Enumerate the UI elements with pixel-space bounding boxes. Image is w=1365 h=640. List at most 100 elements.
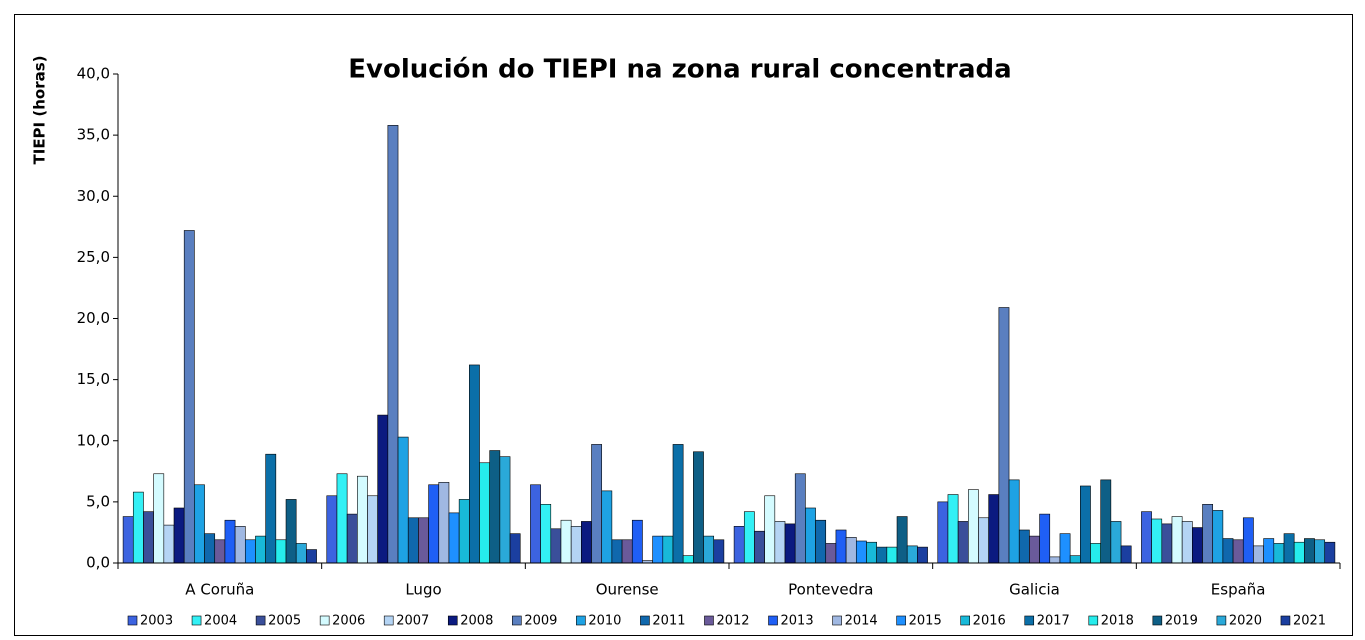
bar — [855, 540, 867, 564]
bar — [1090, 543, 1101, 564]
y-tick-label: 30,0 — [77, 187, 110, 205]
legend-label: 2005 — [268, 614, 301, 629]
bar — [357, 475, 368, 564]
bar — [896, 516, 908, 564]
bar — [998, 307, 1010, 564]
x-tick-label: España — [1211, 581, 1266, 599]
bar — [1120, 545, 1132, 564]
bar — [244, 539, 256, 564]
bar — [937, 501, 949, 564]
bar — [234, 526, 246, 564]
y-tick-label: 35,0 — [77, 126, 110, 144]
legend-swatch — [1088, 615, 1099, 626]
x-tick-label: A Coruña — [185, 581, 254, 599]
bar — [876, 546, 888, 564]
bar — [306, 549, 317, 564]
legend-swatch — [1216, 615, 1227, 626]
bar — [1283, 533, 1295, 564]
bar — [1232, 539, 1244, 564]
chart-title: Evolución do TIEPI na zona rural concent… — [348, 55, 1011, 85]
legend-label: 2010 — [588, 614, 621, 629]
bar — [743, 511, 755, 564]
x-tick-label: Ourense — [596, 581, 659, 599]
bar — [774, 521, 786, 564]
legend-swatch — [319, 615, 330, 626]
legend-swatch — [447, 615, 458, 626]
bar — [764, 495, 776, 564]
bar — [489, 450, 501, 564]
bar — [377, 414, 389, 564]
bar — [458, 499, 470, 564]
bar — [530, 484, 541, 564]
bar — [509, 533, 521, 564]
bar — [407, 517, 419, 564]
bar — [611, 539, 623, 564]
bar — [682, 555, 694, 564]
bar — [367, 495, 378, 564]
bar — [1029, 535, 1040, 564]
y-tick-label: 0,0 — [86, 554, 110, 572]
bar — [418, 517, 429, 564]
legend-label: 2014 — [845, 614, 878, 629]
bar — [326, 495, 338, 564]
legend-label: 2008 — [460, 614, 493, 629]
legend-swatch — [896, 615, 906, 626]
legend-swatch — [576, 615, 586, 626]
bar — [153, 473, 165, 564]
bar — [1069, 555, 1081, 564]
bar — [693, 451, 704, 564]
bar — [1253, 545, 1264, 564]
bar — [163, 524, 175, 564]
bar — [581, 521, 592, 564]
legend-label: 2012 — [716, 614, 749, 629]
bar — [214, 539, 226, 564]
bar — [469, 364, 480, 564]
bar — [652, 535, 664, 564]
y-tick-label: 15,0 — [77, 370, 110, 388]
bar — [835, 529, 847, 564]
legend-swatch — [383, 615, 394, 626]
bar — [499, 456, 511, 564]
bar — [295, 543, 307, 564]
bar — [122, 516, 134, 564]
legend-swatch — [704, 615, 714, 626]
bar — [560, 519, 572, 564]
bar — [825, 543, 837, 564]
bar — [754, 530, 765, 564]
bar — [1100, 479, 1112, 564]
bar — [1202, 504, 1214, 564]
legend-label: 2013 — [781, 614, 814, 629]
bar — [978, 517, 989, 564]
bar — [265, 453, 277, 564]
bar — [1212, 510, 1224, 564]
bar — [204, 533, 216, 564]
legend-label: 2003 — [140, 614, 173, 629]
bar — [703, 535, 715, 564]
bar — [957, 521, 969, 564]
bar — [794, 473, 806, 564]
bar — [845, 537, 857, 564]
bar — [143, 511, 154, 564]
y-tick-label: 25,0 — [77, 248, 110, 266]
bar — [968, 489, 979, 564]
y-tick-label: 40,0 — [77, 65, 110, 83]
bar — [1242, 517, 1254, 564]
legend-label: 2019 — [1165, 614, 1198, 629]
bar — [733, 526, 745, 564]
bar — [1110, 521, 1122, 564]
legend-label: 2009 — [524, 614, 557, 629]
bar — [1161, 523, 1173, 564]
legend-label: 2015 — [909, 614, 942, 629]
bar — [173, 507, 185, 564]
legend-swatch — [191, 615, 202, 626]
bar — [631, 519, 643, 564]
bar — [387, 125, 399, 564]
legend-label: 2018 — [1101, 614, 1134, 629]
bar — [255, 535, 266, 564]
bar — [183, 230, 195, 564]
y-tick-label: 5,0 — [86, 492, 110, 510]
x-tick-label: Pontevedra — [788, 581, 873, 599]
legend-swatch — [127, 615, 138, 626]
y-tick-label: 10,0 — [77, 431, 110, 449]
